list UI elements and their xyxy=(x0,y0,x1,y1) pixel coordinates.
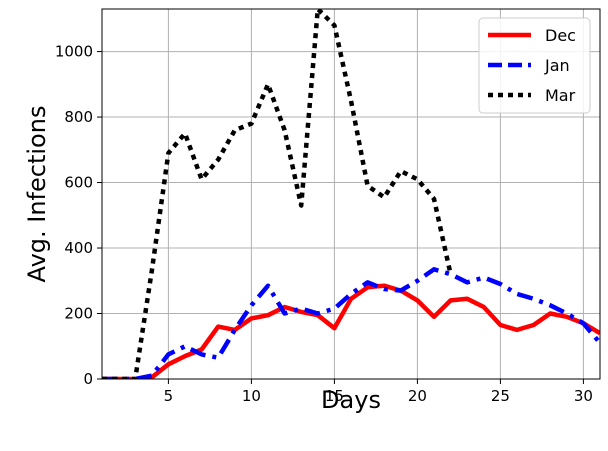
series-line-dec xyxy=(102,283,600,379)
legend-label-dec: Dec xyxy=(545,26,576,45)
y-tick-label: 800 xyxy=(64,108,93,126)
axis-ticks: 5 10 15 20 25 30 0 200 400 600 800 1000 xyxy=(55,43,593,405)
legend-label-jan: Jan xyxy=(544,56,570,75)
y-axis-title: Avg. Infections xyxy=(23,106,51,283)
legend-label-mar: Mar xyxy=(545,86,576,105)
plot-frame xyxy=(101,8,601,380)
series-line-mar xyxy=(102,9,453,379)
x-axis-title: Days xyxy=(321,386,381,414)
y-tick-label: 0 xyxy=(83,370,93,388)
x-tick-label: 25 xyxy=(491,387,510,405)
y-tick-label: 600 xyxy=(64,174,93,192)
x-tick-label: 15 xyxy=(325,387,344,405)
legend-box xyxy=(478,17,591,114)
legend: Dec Jan Mar xyxy=(478,17,591,114)
x-tick-label: 10 xyxy=(242,387,261,405)
series-lines xyxy=(102,9,600,379)
x-tick-label: 30 xyxy=(574,387,593,405)
y-tick-label: 200 xyxy=(64,305,93,323)
y-tick-label: 1000 xyxy=(55,43,93,61)
x-tick-label: 5 xyxy=(164,387,174,405)
x-tick-label: 20 xyxy=(408,387,427,405)
y-tick-label: 400 xyxy=(64,239,93,257)
